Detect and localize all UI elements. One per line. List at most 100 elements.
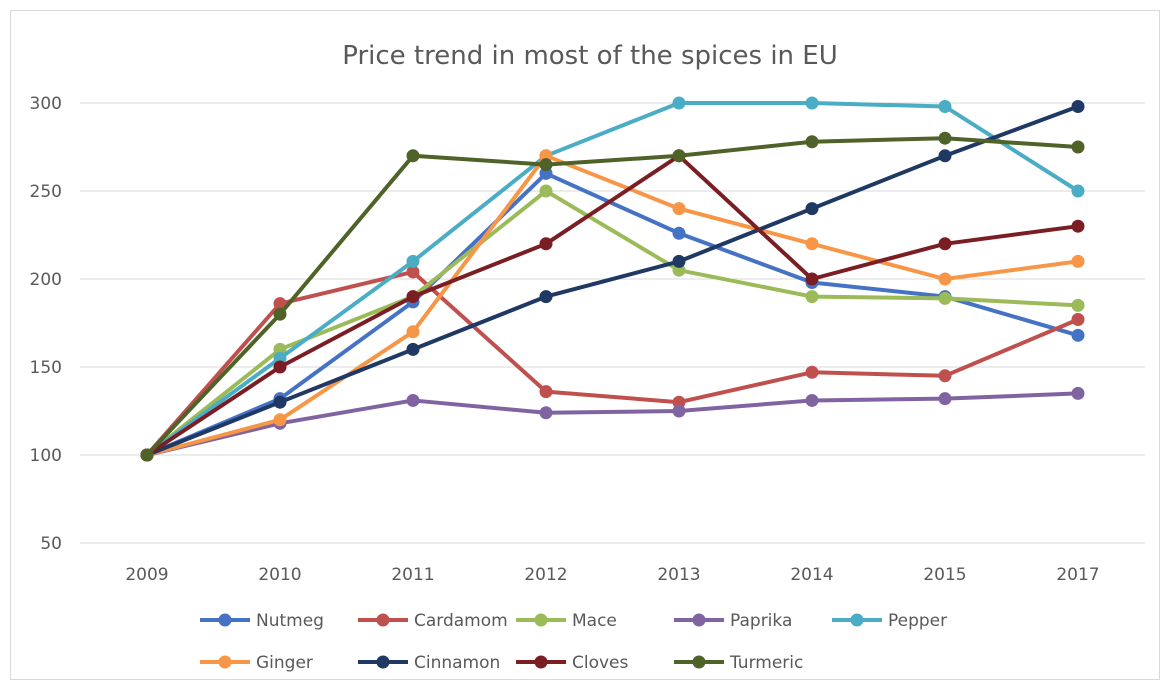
y-tick-label: 50 (40, 534, 62, 554)
x-tick-label: 2015 (923, 565, 966, 585)
legend-item-cinnamon: Cinnamon (358, 653, 500, 673)
series-lines (140, 96, 1085, 462)
legend-item-mace: Mace (516, 611, 617, 631)
legend-item-nutmeg: Nutmeg (200, 611, 324, 631)
data-point (805, 365, 819, 379)
data-point (1071, 312, 1085, 326)
x-tick-label: 2010 (258, 565, 301, 585)
x-tick-label: 2011 (391, 565, 434, 585)
data-point (539, 184, 553, 198)
series-turmeric (140, 131, 1085, 462)
data-point (539, 406, 553, 420)
legend-item-turmeric: Turmeric (674, 653, 803, 673)
data-point (273, 360, 287, 374)
series-line (145, 153, 1080, 457)
legend-item-cloves: Cloves (516, 653, 629, 673)
data-point (539, 385, 553, 399)
series-line (145, 153, 1080, 457)
data-point (140, 448, 154, 462)
data-point (938, 369, 952, 383)
x-tick-label: 2013 (657, 565, 700, 585)
gridlines (80, 102, 1145, 544)
data-point (406, 325, 420, 339)
legend-swatch-marker (850, 613, 864, 627)
legend-label: Nutmeg (256, 611, 324, 631)
data-point (406, 265, 420, 279)
data-point (1071, 100, 1085, 114)
data-point (672, 149, 686, 163)
data-point (406, 290, 420, 304)
legend-item-cardamom: Cardamom (358, 611, 508, 631)
y-tick-label: 150 (30, 358, 62, 378)
series-line (145, 101, 1080, 457)
data-point (1071, 328, 1085, 342)
legend-swatch-marker (534, 655, 548, 669)
y-tick-label: 200 (30, 270, 62, 290)
y-tick-label: 250 (30, 182, 62, 202)
data-point (805, 237, 819, 251)
legend-swatch-marker (692, 613, 706, 627)
legend-label: Paprika (730, 611, 792, 631)
data-point (1071, 386, 1085, 400)
legend-swatch-marker (376, 613, 390, 627)
legend-swatch-marker (218, 655, 232, 669)
legend-label: Cinnamon (414, 653, 500, 673)
series-line (145, 269, 1080, 457)
data-point (672, 96, 686, 110)
data-point (938, 291, 952, 305)
series-line (145, 136, 1080, 457)
data-point (805, 393, 819, 407)
data-point (805, 290, 819, 304)
legend-swatch-marker (692, 655, 706, 669)
x-axis-ticks: 2009 2010 2011 2012 2013 2014 2015 2017 (125, 565, 1099, 585)
data-point (938, 272, 952, 286)
data-point (1071, 254, 1085, 268)
data-point (1071, 184, 1085, 198)
data-point (406, 342, 420, 356)
y-tick-label: 100 (30, 446, 62, 466)
data-point (938, 392, 952, 406)
legend-label: Pepper (888, 611, 947, 631)
data-point (672, 404, 686, 418)
legend-swatch-marker (534, 613, 548, 627)
legend-item-ginger: Ginger (200, 653, 313, 673)
series-line (145, 391, 1080, 457)
data-point (406, 149, 420, 163)
legend-label: Turmeric (729, 653, 803, 673)
legend-label: Cardamom (414, 611, 508, 631)
data-point (805, 96, 819, 110)
legend-label: Ginger (256, 653, 313, 673)
data-point (938, 131, 952, 145)
series-line (145, 171, 1080, 457)
data-point (672, 202, 686, 216)
x-tick-label: 2017 (1056, 565, 1099, 585)
legend-swatch-marker (218, 613, 232, 627)
data-point (672, 254, 686, 268)
data-point (406, 393, 420, 407)
data-point (938, 237, 952, 251)
chart-title: Price trend in most of the spices in EU (342, 41, 838, 71)
data-point (539, 237, 553, 251)
data-point (1071, 219, 1085, 233)
legend-swatch-marker (376, 655, 390, 669)
data-point (938, 149, 952, 163)
legend-label: Mace (572, 611, 617, 631)
y-axis-ticks: 50 100 150 200 250 300 (30, 94, 62, 554)
data-point (273, 297, 287, 311)
legend-item-paprika: Paprika (674, 611, 792, 631)
data-point (805, 202, 819, 216)
data-point (539, 290, 553, 304)
x-tick-label: 2012 (524, 565, 567, 585)
x-tick-label: 2009 (125, 565, 168, 585)
data-point (672, 226, 686, 240)
data-point (805, 135, 819, 149)
legend-item-pepper: Pepper (832, 611, 947, 631)
data-point (539, 158, 553, 172)
y-tick-label: 300 (30, 94, 62, 114)
legend-label: Cloves (572, 653, 629, 673)
series-line (145, 104, 1080, 457)
data-point (406, 254, 420, 268)
data-point (273, 413, 287, 427)
legend: Nutmeg Cardamom Mace Paprika Pepper Ginger Cin… (200, 611, 947, 673)
